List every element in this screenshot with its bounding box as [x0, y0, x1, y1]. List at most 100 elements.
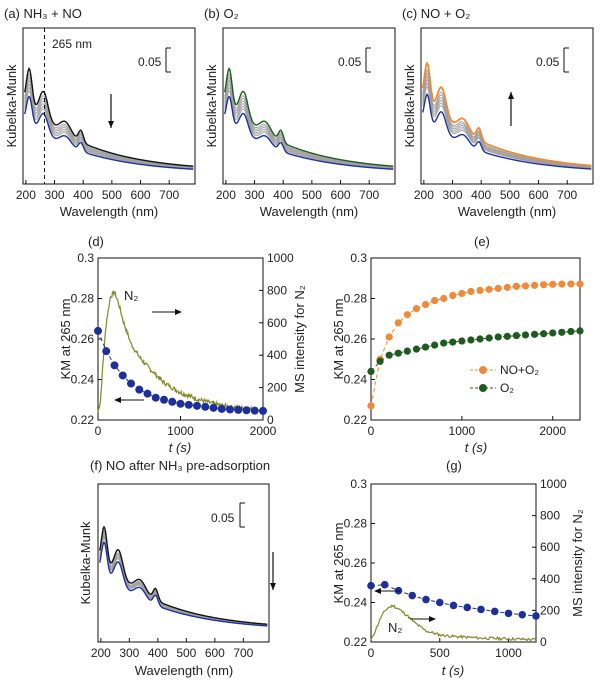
panel-e-plot [367, 280, 584, 410]
y2-tick-label: 600 [267, 316, 287, 330]
data-point [143, 389, 152, 398]
data-point [435, 598, 444, 607]
x-tick-label: 300 [119, 646, 139, 660]
data-point [403, 311, 411, 319]
spectrum-line [224, 95, 394, 170]
data-point [135, 385, 144, 394]
panel-f-ylabel: Kubelka-Munk [78, 521, 93, 605]
data-point [94, 326, 102, 335]
spectrum-line [224, 79, 394, 169]
y-tick-label: 0.26 [71, 332, 95, 346]
data-point [217, 404, 226, 413]
x-tick-label: 300 [45, 188, 65, 202]
data-point [209, 403, 218, 412]
y-tick-label: 0.28 [344, 292, 368, 306]
data-point [485, 334, 493, 342]
panel-d-plot [94, 290, 267, 415]
legend-dot-o2 [479, 384, 487, 392]
data-point [530, 330, 539, 338]
legend-label-o2: O₂ [500, 381, 514, 395]
panel-a-marker-label: 265 nm [52, 37, 92, 51]
data-point [408, 591, 417, 600]
panel-a-scalebar-label: 0.05 [138, 55, 162, 69]
panel-g-xlabel: t (s) [442, 663, 464, 678]
panel-b-scalebar-label: 0.05 [338, 55, 362, 69]
data-point [431, 341, 439, 349]
data-point [490, 607, 499, 616]
data-point [512, 282, 520, 290]
trend-arrow-head [270, 583, 276, 590]
panel-g-frame [370, 483, 537, 643]
data-point [467, 287, 475, 296]
y2-tick-label: 400 [540, 572, 560, 586]
spectrum-line [422, 93, 592, 170]
data-point [463, 603, 472, 612]
panel-c-xlabel: Wavelength (nm) [458, 204, 557, 219]
panel-c-spectra [421, 47, 592, 170]
data-point [226, 405, 234, 414]
panel-d: (d) KM at 265 nm MS intensity for N₂ t (… [58, 234, 307, 455]
data-point [485, 285, 493, 293]
spectrum-line [24, 95, 194, 170]
data-point [110, 361, 119, 370]
panel-a-frame [22, 27, 196, 185]
data-point [521, 331, 530, 339]
panel-g: (g) KM at 265 nm MS intensity for N₂ t (… [331, 458, 585, 678]
panel-g-n2-label: N₂ [388, 620, 402, 635]
spectrum-line [224, 67, 394, 167]
data-point [367, 402, 375, 410]
data-point [422, 595, 430, 604]
x-tick-label: 400 [471, 188, 491, 202]
series-line [370, 330, 581, 372]
data-point [118, 371, 127, 380]
x-tick-label: 200 [16, 188, 36, 202]
x-tick-label: 300 [443, 188, 463, 202]
data-point [449, 338, 457, 346]
trend-arrow-head [108, 121, 114, 128]
y2-tick-label: 0 [540, 635, 547, 649]
panel-c-scalebar-label: 0.05 [536, 55, 560, 69]
x-tick-label: 2000 [539, 424, 566, 438]
panel-e-label: (e) [474, 234, 490, 249]
data-point [201, 402, 210, 411]
panel-a-label: (a) NH₃ + NO [4, 6, 82, 21]
panel-g-ticks: 0 500 1000 0.22 0.24 0.26 0.28 0.3 0 200 400 600 800… [344, 477, 567, 660]
x-tick-label: 1000 [449, 424, 476, 438]
spectrum-line [224, 86, 394, 169]
data-point [403, 347, 411, 355]
spectrum-line [421, 61, 592, 167]
panel-c: (c) NO + O₂ Kubelka-Munk Wavelength (nm)… [402, 6, 594, 219]
spectrum-line [422, 85, 592, 169]
panel-f-label: (f) NO after NH₃ pre-adsorption [90, 458, 270, 473]
y-tick-label: 0.28 [344, 517, 368, 531]
data-point [549, 329, 557, 337]
x-tick-label: 1000 [167, 424, 194, 438]
ms-n2-curve [370, 604, 537, 642]
panel-e-ylabel: KM at 265 nm [331, 299, 346, 380]
y2-tick-label: 800 [267, 283, 287, 297]
data-point [504, 609, 513, 618]
data-point [367, 581, 375, 590]
axis-arrow-right-head [175, 309, 182, 315]
y-tick-label: 0.26 [344, 332, 368, 346]
data-point [234, 405, 243, 414]
x-tick-label: 400 [148, 646, 168, 660]
y2-tick-label: 1000 [540, 477, 567, 491]
data-point [467, 336, 475, 344]
y2-tick-label: 200 [540, 603, 560, 617]
trend-arrow-head [508, 92, 514, 99]
x-tick-label: 600 [131, 188, 151, 202]
data-point [558, 328, 566, 336]
data-point [184, 400, 193, 409]
data-point [449, 601, 458, 610]
x-tick-label: 600 [331, 188, 351, 202]
x-tick-label: 600 [529, 188, 549, 202]
panel-d-ylabel: KM at 265 nm [58, 299, 73, 380]
data-point [176, 399, 185, 408]
panel-d-xlabel: t (s) [169, 440, 191, 455]
x-tick-label: 500 [102, 188, 122, 202]
panel-e-legend: NO+O₂ O₂ [470, 363, 539, 395]
data-point [503, 283, 511, 291]
x-tick-label: 300 [245, 188, 265, 202]
data-point [385, 351, 393, 359]
